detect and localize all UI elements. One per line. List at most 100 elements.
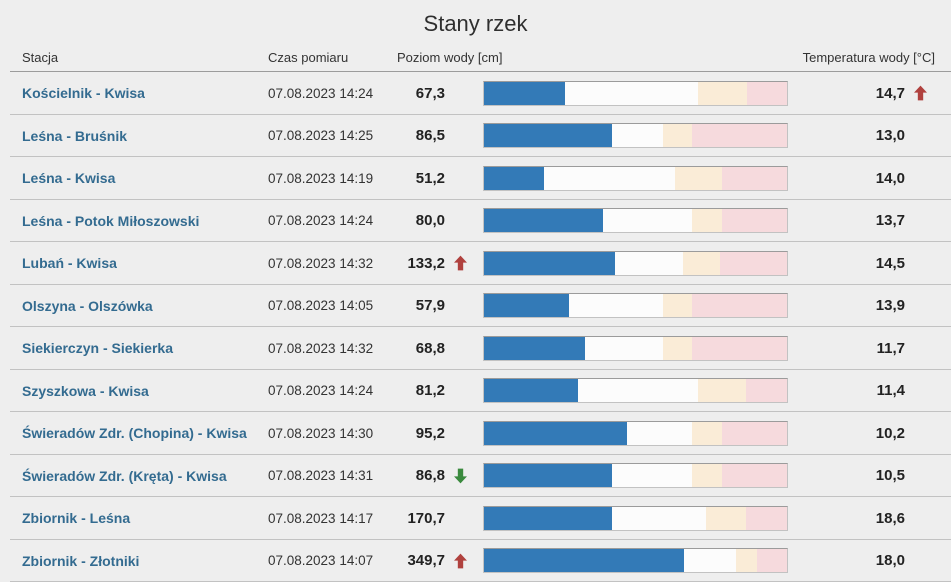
gauge-alarm-zone xyxy=(691,124,787,148)
measurement-time: 07.08.2023 14:32 xyxy=(268,340,374,356)
measurement-time: 07.08.2023 14:25 xyxy=(268,128,374,144)
water-level-value: 57,9 xyxy=(415,297,445,315)
water-temperature-value: 10,5 xyxy=(875,467,905,485)
water-temperature-value: 13,0 xyxy=(875,127,905,145)
water-level-trend xyxy=(445,497,475,540)
gauge-fill xyxy=(484,124,613,148)
gauge-alarm-zone xyxy=(722,166,787,190)
station-name[interactable]: Zbiornik - Leśna xyxy=(22,510,131,527)
water-level-value: 133,2 xyxy=(407,254,445,272)
gauge-fill xyxy=(484,251,616,275)
water-level-trend xyxy=(445,72,475,115)
gauge-warning-zone xyxy=(697,379,747,403)
gauge-alarm-zone xyxy=(722,209,787,233)
gauge-alarm-zone xyxy=(722,421,787,445)
water-level-value: 95,2 xyxy=(415,424,445,442)
water-level-gauge xyxy=(483,250,788,276)
measurement-time: 07.08.2023 14:07 xyxy=(268,553,374,569)
measurement-time: 07.08.2023 14:24 xyxy=(268,383,374,399)
temperature-trend xyxy=(905,200,935,243)
water-level-trend xyxy=(445,455,475,498)
gauge-warning-zone xyxy=(736,549,758,573)
water-level-gauge xyxy=(483,335,788,361)
gauge-alarm-zone xyxy=(691,336,787,360)
water-level-value: 86,8 xyxy=(415,467,445,485)
station-name[interactable]: Kościelnik - Kwisa xyxy=(22,85,145,102)
station-name[interactable]: Leśna - Bruśnik xyxy=(22,127,128,144)
table-row: Kościelnik - Kwisa 07.08.2023 14:24 67,3… xyxy=(0,72,951,115)
water-level-trend xyxy=(445,540,475,582)
gauge-alarm-zone xyxy=(722,464,787,488)
water-level-value: 80,0 xyxy=(415,212,445,230)
station-name[interactable]: Świeradów Zdr. (Chopina) - Kwisa xyxy=(22,425,247,442)
water-level-gauge xyxy=(483,123,788,149)
temperature-trend xyxy=(905,412,935,455)
table-row: Leśna - Kwisa 07.08.2023 14:19 51,2 14,0 xyxy=(0,157,951,200)
gauge-fill xyxy=(484,464,613,488)
station-name[interactable]: Świeradów Zdr. (Kręta) - Kwisa xyxy=(22,467,227,484)
water-level-trend xyxy=(445,327,475,370)
temperature-trend xyxy=(905,115,935,158)
column-header-temperature: Temperatura wody [°C] xyxy=(802,50,935,65)
water-level-trend xyxy=(445,200,475,243)
water-level-trend xyxy=(445,412,475,455)
station-name[interactable]: Lubań - Kwisa xyxy=(22,255,117,272)
station-name[interactable]: Leśna - Kwisa xyxy=(22,170,116,187)
measurement-time: 07.08.2023 14:24 xyxy=(268,213,374,229)
water-temperature-value: 13,9 xyxy=(875,297,905,315)
water-level-trend xyxy=(445,285,475,328)
page-title: Stany rzek xyxy=(423,11,528,36)
table-header: Stacja Czas pomiaru Poziom wody [cm] Tem… xyxy=(0,40,951,72)
gauge-warning-zone xyxy=(662,124,692,148)
water-level-gauge xyxy=(483,165,788,191)
measurement-time: 07.08.2023 14:31 xyxy=(268,468,374,484)
table-row: Świeradów Zdr. (Chopina) - Kwisa 07.08.2… xyxy=(0,412,951,455)
table-row: Leśna - Bruśnik 07.08.2023 14:25 86,5 13… xyxy=(0,115,951,158)
water-level-trend xyxy=(445,370,475,413)
arrow-down-icon xyxy=(453,468,467,484)
gauge-alarm-zone xyxy=(757,549,787,573)
station-name[interactable]: Olszyna - Olszówka xyxy=(22,297,153,314)
gauge-warning-zone xyxy=(674,166,723,190)
gauge-alarm-zone xyxy=(747,81,787,105)
water-level-gauge xyxy=(483,293,788,319)
temperature-trend xyxy=(905,455,935,498)
station-name[interactable]: Szyszkowa - Kwisa xyxy=(22,382,149,399)
station-name[interactable]: Siekierczyn - Siekierka xyxy=(22,340,173,357)
water-temperature-value: 14,0 xyxy=(875,169,905,187)
water-level-gauge xyxy=(483,463,788,489)
arrow-up-icon xyxy=(913,85,927,101)
gauge-warning-zone xyxy=(691,421,723,445)
table-row: Leśna - Potok Miłoszowski 07.08.2023 14:… xyxy=(0,200,951,243)
water-level-value: 170,7 xyxy=(407,509,445,527)
water-temperature-value: 14,5 xyxy=(875,254,905,272)
water-level-trend xyxy=(445,115,475,158)
table-row: Olszyna - Olszówka 07.08.2023 14:05 57,9… xyxy=(0,285,951,328)
water-level-gauge xyxy=(483,548,788,574)
water-level-value: 51,2 xyxy=(415,169,445,187)
temperature-trend xyxy=(905,370,935,413)
measurement-time: 07.08.2023 14:30 xyxy=(268,425,374,441)
table-row: Zbiornik - Złotniki 07.08.2023 14:07 349… xyxy=(0,540,951,582)
arrow-up-icon xyxy=(453,255,467,271)
water-level-value: 68,8 xyxy=(415,339,445,357)
water-level-value: 86,5 xyxy=(415,127,445,145)
gauge-alarm-zone xyxy=(746,506,787,530)
table-row: Świeradów Zdr. (Kręta) - Kwisa 07.08.202… xyxy=(0,455,951,498)
water-level-value: 67,3 xyxy=(415,84,445,102)
water-level-value: 81,2 xyxy=(415,382,445,400)
water-temperature-value: 11,7 xyxy=(876,339,905,357)
temperature-trend xyxy=(905,540,935,582)
table-row: Lubań - Kwisa 07.08.2023 14:32 133,2 14,… xyxy=(0,242,951,285)
station-name[interactable]: Leśna - Potok Miłoszowski xyxy=(22,212,200,229)
temperature-trend xyxy=(905,157,935,200)
gauge-warning-zone xyxy=(697,81,748,105)
temperature-trend xyxy=(905,285,935,328)
gauge-warning-zone xyxy=(682,251,721,275)
water-temperature-value: 11,4 xyxy=(876,382,905,400)
measurement-time: 07.08.2023 14:24 xyxy=(268,85,374,101)
water-level-gauge xyxy=(483,420,788,446)
station-name[interactable]: Zbiornik - Złotniki xyxy=(22,552,140,569)
water-level-trend xyxy=(445,157,475,200)
gauge-fill xyxy=(484,209,604,233)
